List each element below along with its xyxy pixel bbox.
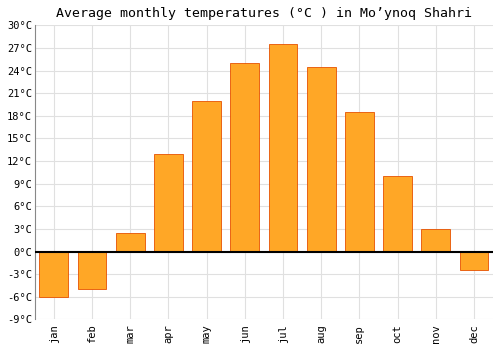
Bar (422, 229, 450, 252)
Bar (78, 252, 106, 289)
Bar (192, 101, 221, 252)
Bar (154, 154, 182, 252)
Bar (116, 233, 144, 252)
Bar (345, 112, 374, 252)
Bar (40, 252, 68, 297)
Bar (383, 176, 412, 252)
Title: Average monthly temperatures (°C ) in Moʼynoq Shahri: Average monthly temperatures (°C ) in Mo… (56, 7, 472, 20)
Bar (230, 63, 259, 252)
Bar (268, 44, 298, 252)
Bar (460, 252, 488, 271)
Bar (307, 67, 336, 252)
